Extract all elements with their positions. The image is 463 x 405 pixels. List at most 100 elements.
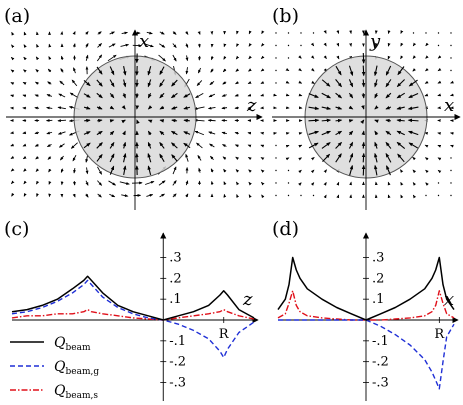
field-b-inner-arrow [361,141,366,149]
field-b-inner-arrow [407,106,419,111]
field-b-inner-arrow [335,118,343,123]
field-a-arrow [34,143,39,147]
field-a-inner-arrow [83,106,91,110]
field-b-inner-arrow [361,93,366,99]
field-b-inner-arrow [361,130,365,136]
field-a-arrow [120,43,130,47]
field-b-arrow [424,144,429,148]
field-a-arrow [146,194,154,197]
field-a-arrow [236,193,240,198]
field-b-inner-arrow [361,152,366,163]
chart-d-ytick-label: -.1 [372,334,389,349]
field-a-arrow [34,81,39,85]
chart-c-ytick-label: -.3 [169,376,186,391]
field-a-arrow [85,193,89,198]
field-a-arrow [210,180,214,185]
field-a-arrow [35,168,40,173]
field-b-inner-arrow [348,79,354,88]
field-a-arrow [72,43,76,48]
panel-a-label: (a) [4,5,30,27]
field-a-inner-arrow [121,105,126,110]
field-a-arrow [248,43,252,47]
field-a-inner-arrow [147,141,152,149]
field-a-arrow [235,68,240,72]
field-b-inner-arrow [361,105,365,110]
field-a-arrow [22,155,27,160]
field-a-arrow [248,30,252,35]
field-a-inner-arrow [109,141,115,149]
field-a-arrow [197,31,201,35]
field-a-inner-arrow [122,152,127,163]
field-b-arrow [450,182,452,184]
field-a-arrow [260,80,265,84]
chart-d-ytick-label: -.3 [372,376,389,391]
field-a-arrow [145,181,155,185]
field-a-arrow [85,167,89,175]
legend: Qbeam Qbeam,g Qbeam,s [4,326,132,402]
field-a-arrow [196,80,203,87]
field-b-arrow [450,157,452,159]
field-a-arrow [36,193,39,198]
field-a-inner-arrow [159,119,165,123]
field-a-arrow [22,131,27,135]
field-a-arrow [109,31,116,35]
field-a-arrow [85,180,89,186]
vector-field-a [10,30,265,199]
field-a-arrow [59,80,65,86]
field-a-inner-arrow [183,142,191,149]
field-a-arrow [158,54,166,62]
field-b-arrow [275,57,277,59]
field-a-arrow [234,131,239,135]
field-b-inner-arrow [361,65,366,77]
field-a-arrow [46,143,52,148]
field-b-arrow [412,156,416,161]
field-a-inner-arrow [96,142,103,149]
field-b-arrow [275,169,277,172]
field-a-arrow [10,143,15,147]
field-a-arrow [195,92,204,99]
field-a-arrow [70,142,78,149]
field-b-inner-arrow [385,141,392,149]
field-a-arrow [146,31,153,35]
field-a-arrow [247,81,252,84]
field-b-arrow [336,181,340,186]
field-a-arrow [72,31,76,35]
field-b-arrow [298,80,303,84]
field-b-arrow [298,67,302,72]
panel-b-label: (b) [272,5,299,27]
chart-c-ytick-label: .2 [169,271,181,286]
field-b-arrow [287,57,290,59]
field-b-arrow [311,157,315,161]
field-b-inner-arrow [308,93,319,98]
field-b-arrow [437,32,440,34]
field-a-arrow [23,44,27,48]
field-a-arrow [46,94,53,97]
field-a-inner-arrow [147,66,152,76]
field-b-inner-arrow [335,79,342,88]
field-a-arrow [48,56,52,60]
field-b-arrow [425,32,427,34]
panel-d-label: (d) [272,218,299,240]
field-a-arrow [85,42,89,48]
field-a-arrow [248,68,252,72]
field-b-arrow [298,55,302,59]
field-b-inner-arrow [374,141,378,149]
field-a-arrow [223,168,227,173]
field-a-arrow [10,82,15,86]
chart-d: .3 .2 .1 -.1 -.2 -.3 R [277,232,459,401]
field-b-arrow [298,157,303,161]
field-a-arrow [234,81,239,85]
field-b-arrow [424,157,429,161]
field-a-arrow [223,181,227,186]
field-b-inner-arrow [374,152,378,163]
field-a-inner-arrow [147,79,152,88]
field-a-inner-arrow [183,93,191,98]
field-a-arrow [57,119,67,123]
field-b-arrow [400,181,404,186]
field-a-arrow [222,68,227,73]
field-b-arrow [300,44,302,47]
field-a-inner-arrow [147,119,153,124]
field-b-arrow [450,194,452,197]
field-a-arrow [35,69,40,73]
field-a-arrow [97,43,103,48]
